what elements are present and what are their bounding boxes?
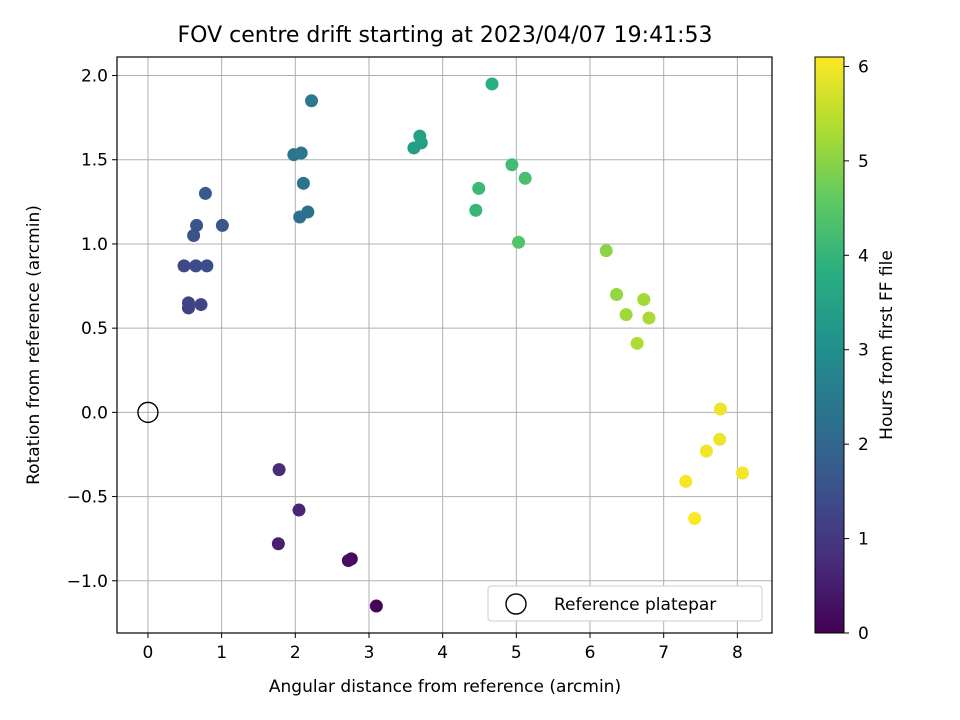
data-point bbox=[198, 186, 212, 200]
data-point bbox=[296, 176, 310, 190]
data-point bbox=[369, 599, 383, 613]
x-tick-label: 6 bbox=[585, 643, 596, 663]
data-point bbox=[688, 511, 702, 525]
data-point bbox=[699, 444, 713, 458]
data-point bbox=[272, 463, 286, 477]
colorbar-tick-label: 0 bbox=[858, 624, 869, 644]
data-point bbox=[181, 296, 195, 310]
colorbar-tick-label: 1 bbox=[858, 530, 869, 550]
data-point bbox=[512, 235, 526, 249]
data-point bbox=[190, 218, 204, 232]
y-axis-ticks: −1.0 −0.5 0.0 0.5 1.0 1.5 2.0 bbox=[67, 67, 117, 592]
colorbar-tick-label: 2 bbox=[858, 435, 869, 455]
data-point bbox=[505, 158, 519, 172]
x-axis-ticks: 0 1 2 3 4 5 6 7 8 bbox=[143, 633, 743, 663]
y-tick-label: 1.0 bbox=[81, 235, 108, 255]
colorbar-ticks: 0 1 2 3 4 5 6 bbox=[844, 57, 869, 644]
y-tick-label: 1.5 bbox=[81, 151, 108, 171]
data-point bbox=[713, 432, 727, 446]
data-point bbox=[187, 229, 201, 243]
data-point bbox=[518, 171, 532, 185]
x-tick-label: 3 bbox=[364, 643, 375, 663]
x-tick-label: 4 bbox=[437, 643, 448, 663]
y-tick-label: −0.5 bbox=[67, 488, 108, 508]
x-tick-label: 0 bbox=[143, 643, 154, 663]
data-point bbox=[294, 146, 308, 160]
colorbar-tick-label: 3 bbox=[858, 341, 869, 361]
y-tick-label: 2.0 bbox=[81, 67, 108, 87]
legend: Reference platepar bbox=[487, 585, 763, 622]
y-tick-label: 0.0 bbox=[81, 403, 108, 423]
reference-platepar-marker bbox=[137, 401, 159, 424]
plot-frame bbox=[116, 56, 773, 634]
x-tick-label: 1 bbox=[216, 643, 227, 663]
data-point bbox=[292, 503, 306, 517]
data-point bbox=[610, 287, 624, 301]
data-point bbox=[469, 203, 483, 217]
data-point bbox=[413, 129, 427, 143]
data-point bbox=[619, 308, 633, 322]
data-point bbox=[194, 298, 208, 312]
reference-marker-layer bbox=[137, 401, 159, 424]
data-point bbox=[642, 311, 656, 325]
legend-entry-reference: Reference platepar bbox=[554, 595, 716, 615]
x-tick-label: 2 bbox=[290, 643, 301, 663]
data-point bbox=[472, 181, 486, 195]
data-point bbox=[305, 94, 319, 108]
colorbar-tick-label: 6 bbox=[858, 57, 869, 77]
data-point bbox=[215, 218, 229, 232]
colorbar-gradient bbox=[814, 56, 845, 634]
y-tick-label: 0.5 bbox=[81, 319, 108, 339]
colorbar-label: Hours from first FF file bbox=[877, 250, 897, 440]
data-point bbox=[341, 554, 355, 568]
data-point bbox=[301, 205, 315, 219]
legend-reference-marker-icon bbox=[505, 593, 527, 615]
chart-title: FOV centre drift starting at 2023/04/07 … bbox=[178, 23, 713, 48]
data-point bbox=[713, 402, 727, 416]
data-points bbox=[177, 77, 750, 613]
colorbar: 0 1 2 3 4 5 6 Hours from first FF file bbox=[814, 56, 897, 644]
data-point bbox=[271, 537, 285, 551]
data-point bbox=[599, 244, 613, 258]
data-point bbox=[630, 336, 644, 350]
data-point bbox=[189, 259, 203, 273]
y-axis-label: Rotation from reference (arcmin) bbox=[24, 205, 44, 485]
data-point bbox=[200, 259, 214, 273]
data-point bbox=[679, 474, 693, 488]
data-point bbox=[736, 466, 750, 480]
x-tick-label: 5 bbox=[511, 643, 522, 663]
colorbar-tick-label: 5 bbox=[858, 152, 869, 172]
data-point bbox=[637, 293, 651, 307]
y-tick-label: −1.0 bbox=[67, 572, 108, 592]
x-tick-label: 7 bbox=[658, 643, 669, 663]
x-tick-label: 8 bbox=[732, 643, 743, 663]
data-point bbox=[485, 77, 499, 91]
colorbar-tick-label: 4 bbox=[858, 246, 869, 266]
legend-box bbox=[487, 585, 763, 622]
data-point bbox=[177, 259, 191, 273]
x-axis-label: Angular distance from reference (arcmin) bbox=[269, 677, 621, 697]
grid-lines bbox=[117, 57, 772, 633]
